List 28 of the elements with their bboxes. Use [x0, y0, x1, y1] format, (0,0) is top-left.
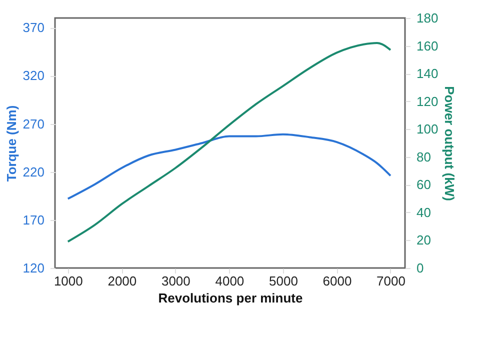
y2-tick-label: 140	[416, 66, 438, 82]
y-tick-label: 370	[22, 20, 44, 36]
y2-tick-label: 100	[416, 122, 438, 137]
x-tick-label: 4000	[215, 274, 244, 288]
x-tick-label: 7000	[376, 274, 406, 288]
y2-tick-label: 20	[416, 232, 431, 248]
x-axis-title: Revolutions per minute	[158, 290, 303, 306]
y-tick-label: 170	[22, 212, 44, 228]
y-tick-label: 320	[22, 68, 44, 84]
y-axis-title: Torque (Nm)	[4, 105, 19, 182]
x-tick-label: 5000	[268, 274, 298, 288]
y-tick-label: 120	[22, 260, 44, 276]
y2-tick-label: 40	[416, 204, 431, 220]
line-series	[66, 42, 392, 243]
y2-tick-label: 120	[416, 94, 438, 109]
y2-tick-label: 160	[416, 38, 438, 54]
x-tick-label: 1000	[54, 274, 83, 288]
y2-tick-label: 80	[416, 149, 431, 164]
y-tick-label: 270	[22, 116, 44, 132]
y-tick-label: 220	[22, 164, 44, 180]
y2-axis-title: Power output (kW)	[442, 86, 458, 201]
y2-tick-label: 0	[416, 260, 424, 276]
line-series	[66, 133, 392, 200]
y2-tick-label: 60	[416, 177, 431, 192]
y2-tick-label: 180	[416, 10, 438, 26]
x-tick-label: 3000	[161, 274, 190, 288]
x-tick-label: 6000	[322, 274, 352, 288]
x-tick-label: 2000	[108, 274, 137, 288]
